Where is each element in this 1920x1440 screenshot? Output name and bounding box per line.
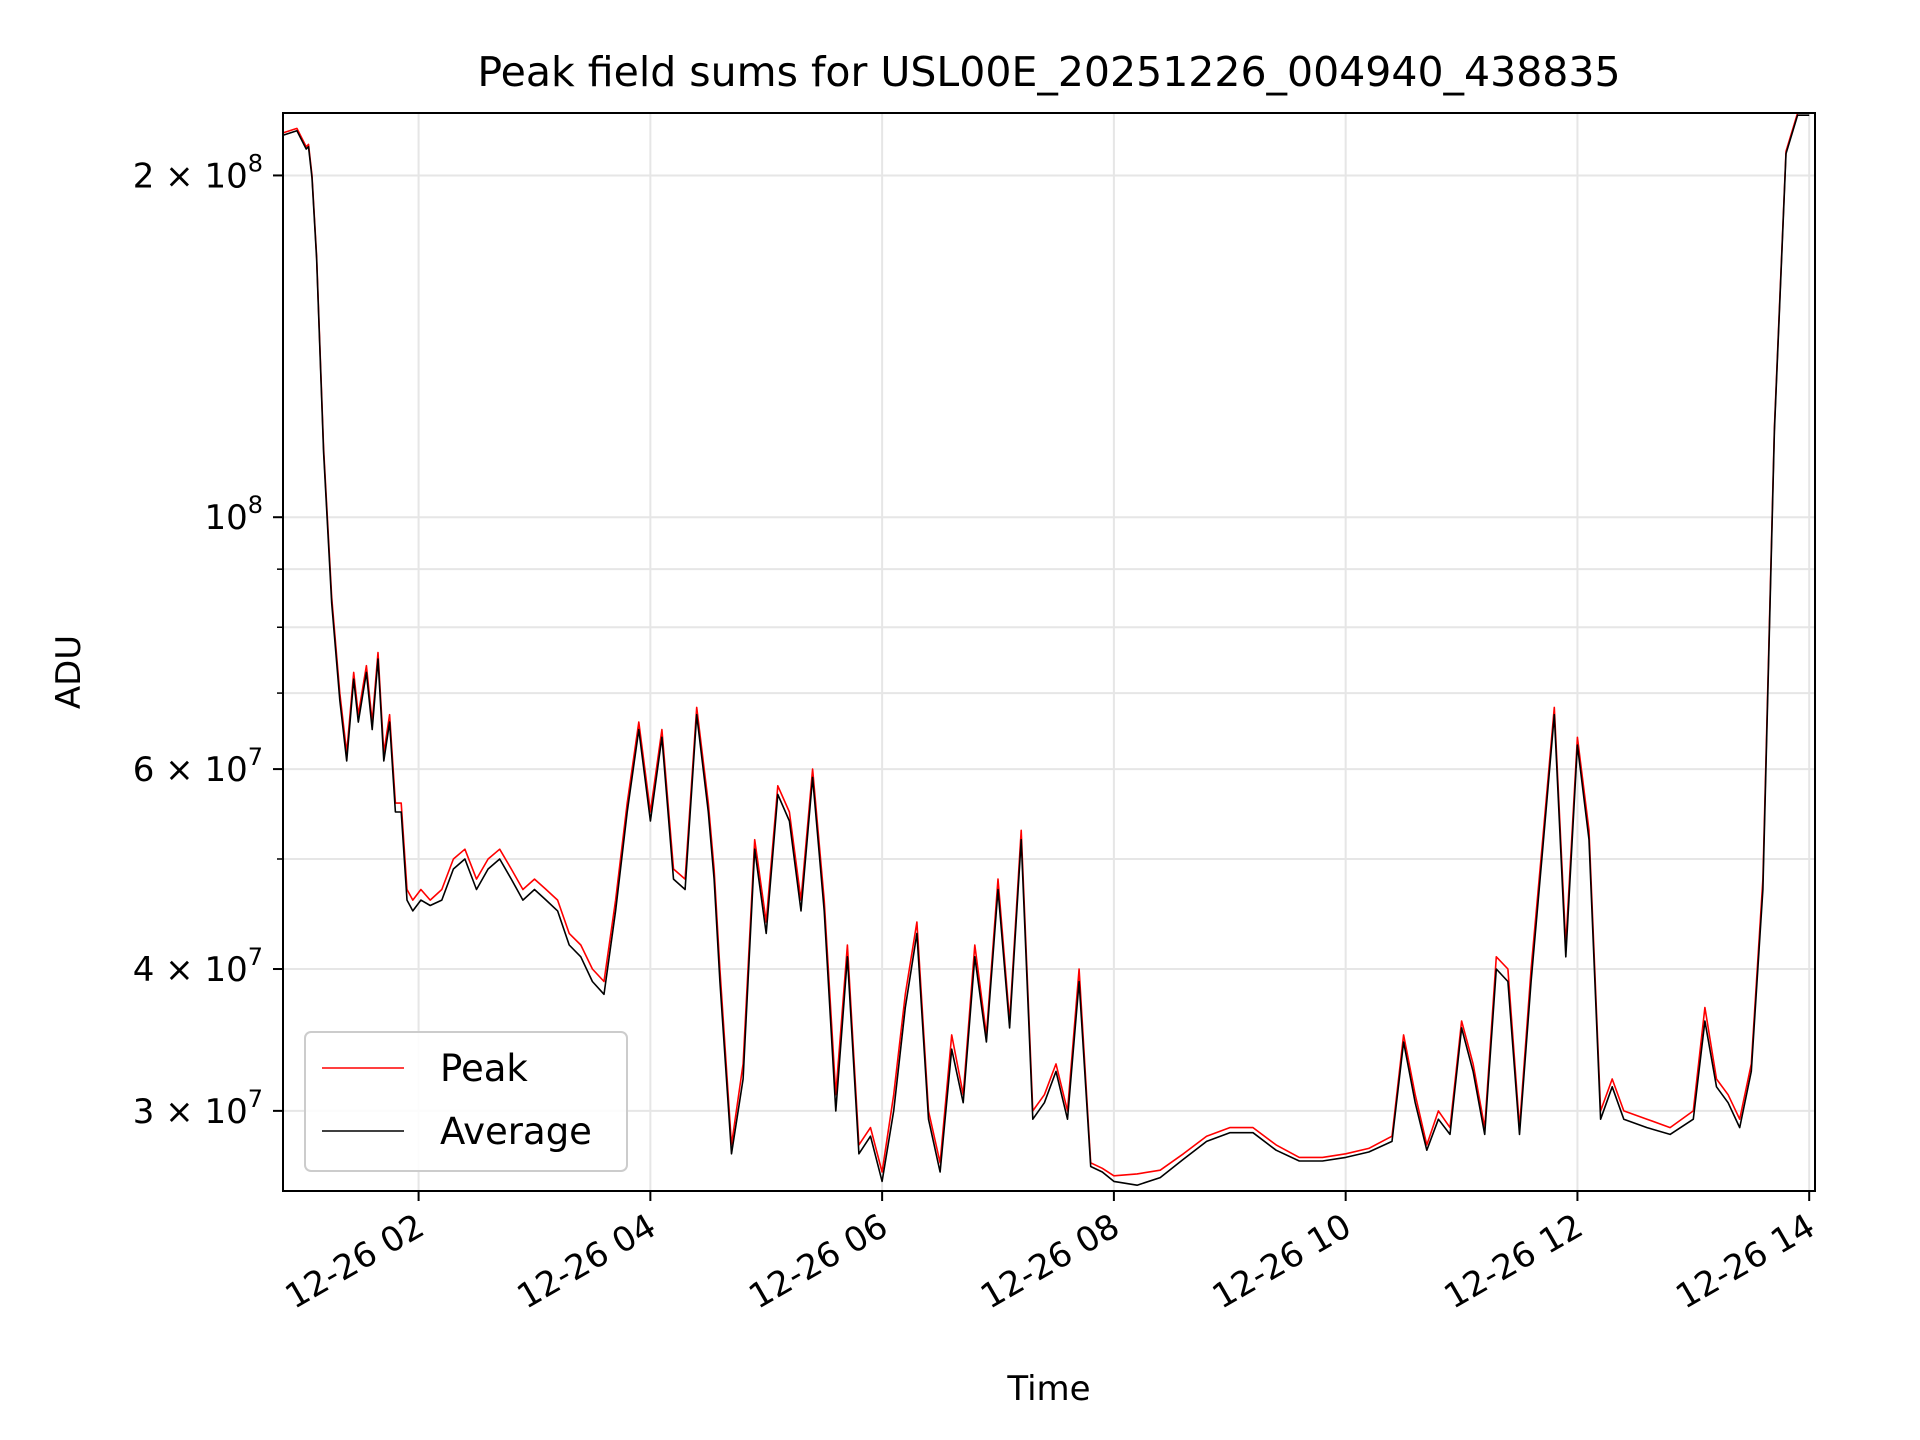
legend: Peak Average bbox=[304, 1031, 628, 1172]
legend-box bbox=[304, 1031, 628, 1172]
x-axis-title: Time bbox=[1006, 1369, 1090, 1409]
y-tick-label: 6 × 107 bbox=[133, 743, 263, 790]
y-axis-title: ADU bbox=[49, 635, 89, 709]
grid bbox=[283, 113, 1815, 1191]
series-layer bbox=[282, 112, 1810, 1186]
y-tick-label: 2 × 108 bbox=[133, 149, 263, 196]
y-tick-label: 4 × 107 bbox=[133, 943, 263, 990]
y-tick-label: 108 bbox=[204, 491, 263, 538]
chart-title: Peak field sums for USL00E_20251226_0049… bbox=[477, 48, 1620, 96]
legend-label-average: Average bbox=[440, 1110, 592, 1153]
series-line-peak bbox=[282, 112, 1810, 1177]
y-tick-label: 3 × 107 bbox=[133, 1085, 263, 1132]
legend-label-peak: Peak bbox=[440, 1047, 528, 1090]
plot-frame bbox=[282, 112, 1816, 1192]
series-line-average bbox=[282, 114, 1810, 1186]
